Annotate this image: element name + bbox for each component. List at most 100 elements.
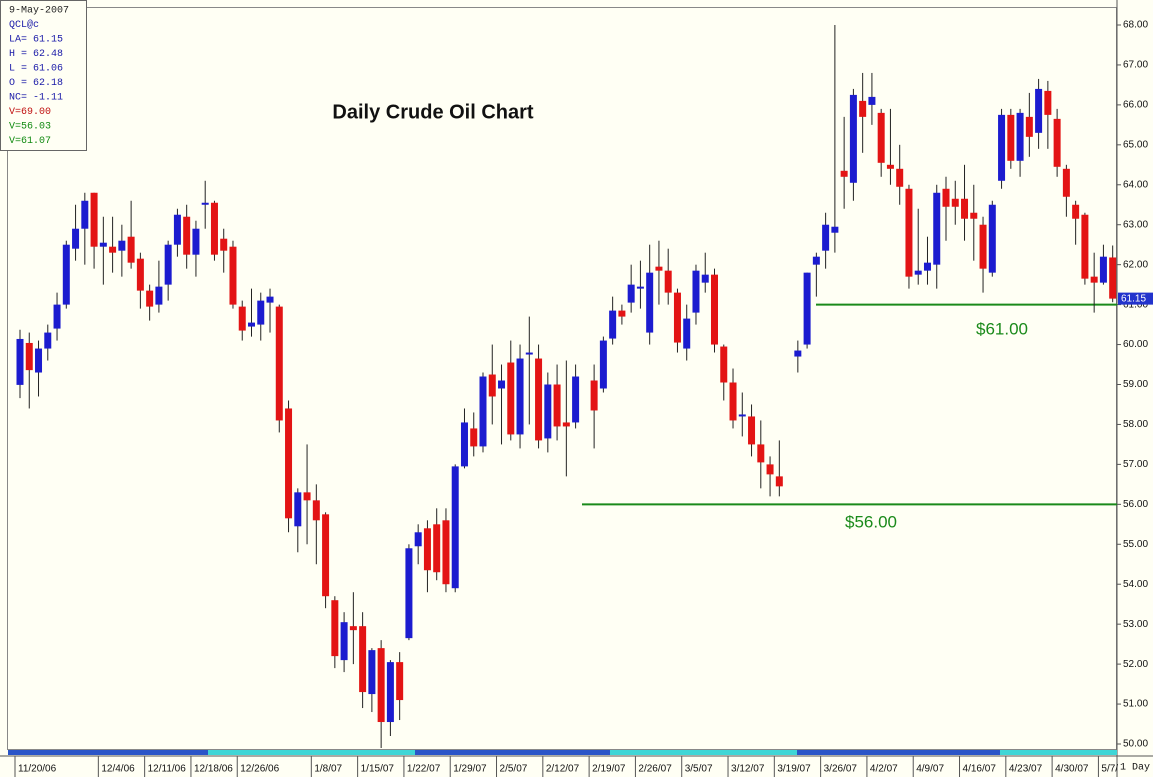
- candle-body: [673, 292, 681, 343]
- candle-body: [729, 382, 737, 421]
- candle-body: [618, 310, 626, 317]
- x-tick-label: 2/12/07: [546, 764, 580, 775]
- candle-body: [507, 362, 515, 435]
- candle-body: [553, 384, 561, 427]
- candle-body: [109, 246, 117, 253]
- candle-body: [516, 358, 524, 435]
- x-tick-label: 1/22/07: [407, 764, 441, 775]
- candle-body: [1016, 112, 1024, 161]
- x-tick-label: 1/29/07: [453, 764, 487, 775]
- candle-body: [877, 112, 885, 163]
- candle-body: [905, 188, 913, 277]
- y-tick-label: 54.00: [1123, 579, 1148, 590]
- candle-body: [1053, 118, 1061, 167]
- candle-body: [1072, 204, 1080, 219]
- candle-body: [914, 270, 922, 275]
- candle-body: [961, 198, 969, 219]
- candle-body: [572, 376, 580, 423]
- candle-body: [488, 374, 496, 397]
- y-tick-label: 50.00: [1123, 739, 1148, 750]
- candle-body: [405, 548, 413, 639]
- candle-body: [498, 380, 506, 389]
- candle-body: [470, 428, 478, 447]
- candle-body: [646, 272, 654, 333]
- candle-body: [72, 228, 80, 249]
- candle-body: [933, 192, 941, 265]
- candle-body: [451, 466, 459, 589]
- x-tick-label: 3/26/07: [824, 764, 858, 775]
- candle-body: [423, 528, 431, 571]
- candle-body: [840, 170, 848, 177]
- candle-body: [923, 262, 931, 271]
- x-tick-label: 4/2/07: [870, 764, 898, 775]
- month-strip: [415, 750, 610, 755]
- x-tick-label: 1/15/07: [361, 764, 395, 775]
- candle-body: [25, 342, 33, 371]
- candle-body: [998, 114, 1006, 181]
- candle-body: [81, 200, 89, 229]
- candle-body: [535, 358, 543, 441]
- month-strip: [797, 750, 1000, 755]
- candle-body: [275, 306, 283, 421]
- y-tick-label: 58.00: [1123, 419, 1148, 430]
- candle-body: [655, 266, 663, 271]
- y-tick-label: 66.00: [1123, 100, 1148, 111]
- candle-body: [886, 164, 894, 169]
- candle-body: [303, 492, 311, 501]
- y-tick-label: 57.00: [1123, 459, 1148, 470]
- candle-body: [636, 286, 644, 289]
- info-box: [0, 0, 87, 151]
- candle-body: [590, 380, 598, 411]
- info-line: H = 62.48: [9, 49, 63, 60]
- candle-body: [896, 168, 904, 187]
- x-tick-label: 12/11/06: [148, 764, 187, 775]
- info-line: L = 61.06: [9, 64, 63, 75]
- candle-body: [99, 242, 107, 247]
- candle-body: [433, 524, 441, 573]
- candle-body: [201, 202, 209, 205]
- y-tick-label: 56.00: [1123, 499, 1148, 510]
- month-strip: [1000, 750, 1117, 755]
- candle-body: [460, 422, 468, 467]
- candle-body: [1099, 256, 1107, 283]
- candle-body: [979, 224, 987, 269]
- info-line: NC= -1.11: [9, 93, 63, 104]
- candle-body: [266, 296, 274, 303]
- candle-body: [386, 662, 394, 723]
- candle-body: [1035, 88, 1043, 133]
- candle-body: [53, 304, 61, 329]
- y-tick-label: 51.00: [1123, 699, 1148, 710]
- candle-body: [90, 192, 98, 247]
- candle-body: [701, 274, 709, 283]
- y-tick-label: 53.00: [1123, 619, 1148, 630]
- candle-body: [294, 492, 302, 527]
- candle-body: [331, 600, 339, 657]
- info-line: V=69.00: [9, 107, 51, 118]
- candle-body: [692, 270, 700, 313]
- candle-body: [664, 270, 672, 293]
- candle-body: [720, 346, 728, 383]
- x-tick-label: 1/8/07: [314, 764, 342, 775]
- candle-body: [127, 236, 135, 263]
- candle-body: [599, 340, 607, 389]
- info-line: O = 62.18: [9, 78, 63, 89]
- candle-body: [562, 422, 570, 427]
- last-price-label: 61.15: [1121, 293, 1146, 304]
- candle-body: [1044, 90, 1052, 115]
- month-strip: [208, 750, 415, 755]
- candle-body: [183, 216, 191, 255]
- candle-body: [349, 626, 357, 631]
- x-tick-label: 4/30/07: [1055, 764, 1089, 775]
- y-tick-label: 59.00: [1123, 379, 1148, 390]
- candle-body: [396, 662, 404, 701]
- candle-body: [479, 376, 487, 447]
- x-tick-label: 3/12/07: [731, 764, 765, 775]
- candle-body: [16, 338, 24, 385]
- x-tick-label: 2/5/07: [500, 764, 528, 775]
- candle-body: [312, 500, 320, 521]
- month-strip: [8, 750, 208, 755]
- candle-body: [192, 228, 200, 255]
- x-tick-label: 2/26/07: [638, 764, 672, 775]
